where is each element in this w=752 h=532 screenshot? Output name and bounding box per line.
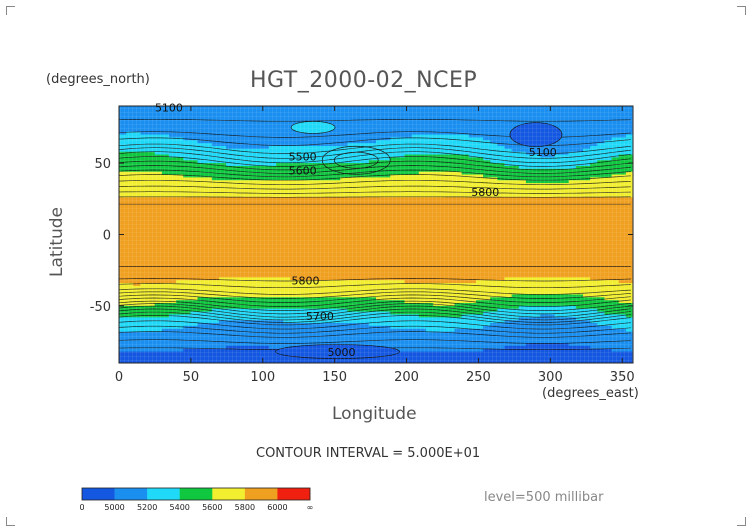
crop-mark-bottom-left (6, 517, 15, 526)
x-axis-title: Longitude (332, 404, 417, 424)
crop-mark-top-right (737, 6, 746, 15)
x-units-label: (degrees_east) (542, 386, 639, 401)
chart-title: HGT_2000-02_NCEP (250, 68, 478, 93)
contour-interval-label: CONTOUR INTERVAL = 5.000E+01 (256, 446, 481, 461)
crop-mark-bottom-right (737, 517, 746, 526)
y-units-label: (degrees_north) (46, 72, 150, 87)
crop-mark-top-left (6, 6, 15, 15)
level-label: level=500 millibar (484, 490, 604, 505)
